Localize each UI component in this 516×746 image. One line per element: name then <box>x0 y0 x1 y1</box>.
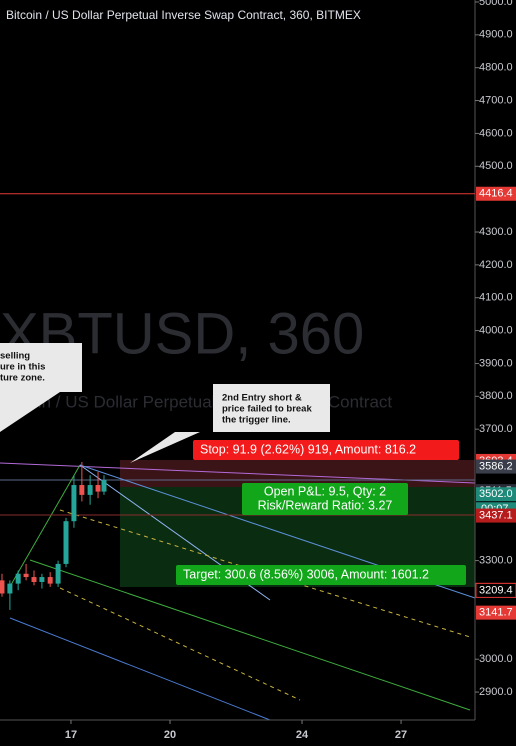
callout <box>0 343 82 432</box>
price-label: 3502.0 <box>479 488 513 500</box>
y-tick-label: 3300.0 <box>479 555 513 567</box>
pnl-box <box>242 483 408 515</box>
price-label: 3141.7 <box>479 607 513 619</box>
y-tick-label: 4600.0 <box>479 127 513 139</box>
candle-body <box>87 485 93 495</box>
price-label: 3586.2 <box>479 460 513 472</box>
candle-body <box>0 580 5 594</box>
watermark-subtitle: Bitcoin / US Dollar Perpetual Inverse Sw… <box>0 392 392 411</box>
candle-body <box>47 577 53 584</box>
candle-body <box>15 573 21 584</box>
candle-body <box>95 485 101 492</box>
x-tick-label: 20 <box>164 729 176 741</box>
callout-text: 2nd Entry short & <box>222 393 302 404</box>
stop-label: Stop: 91.9 (2.62%) 919, Amount: 816.2 <box>200 442 416 456</box>
y-tick-label: 4200.0 <box>479 259 513 271</box>
price-label-box <box>476 459 516 474</box>
candle-body <box>23 573 29 578</box>
price-label-box <box>476 605 516 620</box>
y-tick-label: 3800.0 <box>479 390 513 402</box>
stop-zone <box>120 460 475 487</box>
y-tick-label: 4800.0 <box>479 62 513 74</box>
x-tick-label: 24 <box>296 729 309 741</box>
target-label: Target: 300.6 (8.56%) 3006, Amount: 1601… <box>183 567 429 581</box>
target-box <box>176 565 466 585</box>
callout-text: price failed to break <box>222 404 312 415</box>
price-label: 4416.4 <box>479 188 513 200</box>
price-label-box <box>476 508 516 523</box>
y-tick-label: 4700.0 <box>479 94 513 106</box>
pnl-label: Open P&L: 9.5, Qty: 2 <box>264 484 386 498</box>
y-tick-label: 3700.0 <box>479 423 513 435</box>
x-tick-label: 27 <box>395 729 407 741</box>
price-label: 3437.1 <box>479 509 513 521</box>
x-tick-label: 17 <box>65 729 77 741</box>
chart-title: Bitcoin / US Dollar Perpetual Inverse Sw… <box>6 8 361 22</box>
callout-text: ure in this <box>0 362 45 373</box>
y-tick-label: 4000.0 <box>479 324 513 336</box>
y-tick-label: 3900.0 <box>479 357 513 369</box>
y-tick-label: 4300.0 <box>479 226 513 238</box>
candle-body <box>31 577 37 582</box>
price-label-box <box>476 186 516 201</box>
callout-text: ture zone. <box>0 373 45 384</box>
candle-body <box>71 485 77 522</box>
price-label: 3209.4 <box>479 584 513 596</box>
callout-text: selling <box>0 351 30 362</box>
y-tick-label: 4900.0 <box>479 29 513 41</box>
stop-box <box>193 440 459 460</box>
y-tick-label: 5000.0 <box>479 0 513 8</box>
price-label-box <box>475 582 516 598</box>
candle-body <box>39 577 45 582</box>
y-tick-label: 2900.0 <box>479 686 513 698</box>
callout-text: the trigger line. <box>222 415 291 426</box>
candle-body <box>101 480 107 492</box>
candle-body <box>7 583 13 594</box>
candle-body <box>79 485 85 495</box>
y-tick-label: 3000.0 <box>479 653 513 665</box>
price-label-box <box>476 487 516 502</box>
y-tick-label: 4100.0 <box>479 292 513 304</box>
candle-body <box>63 521 69 564</box>
risk-reward-label: Risk/Reward Ratio: 3.27 <box>258 498 393 512</box>
candle-body <box>55 563 61 584</box>
y-tick-label: 4500.0 <box>479 160 513 172</box>
callout <box>130 384 330 463</box>
